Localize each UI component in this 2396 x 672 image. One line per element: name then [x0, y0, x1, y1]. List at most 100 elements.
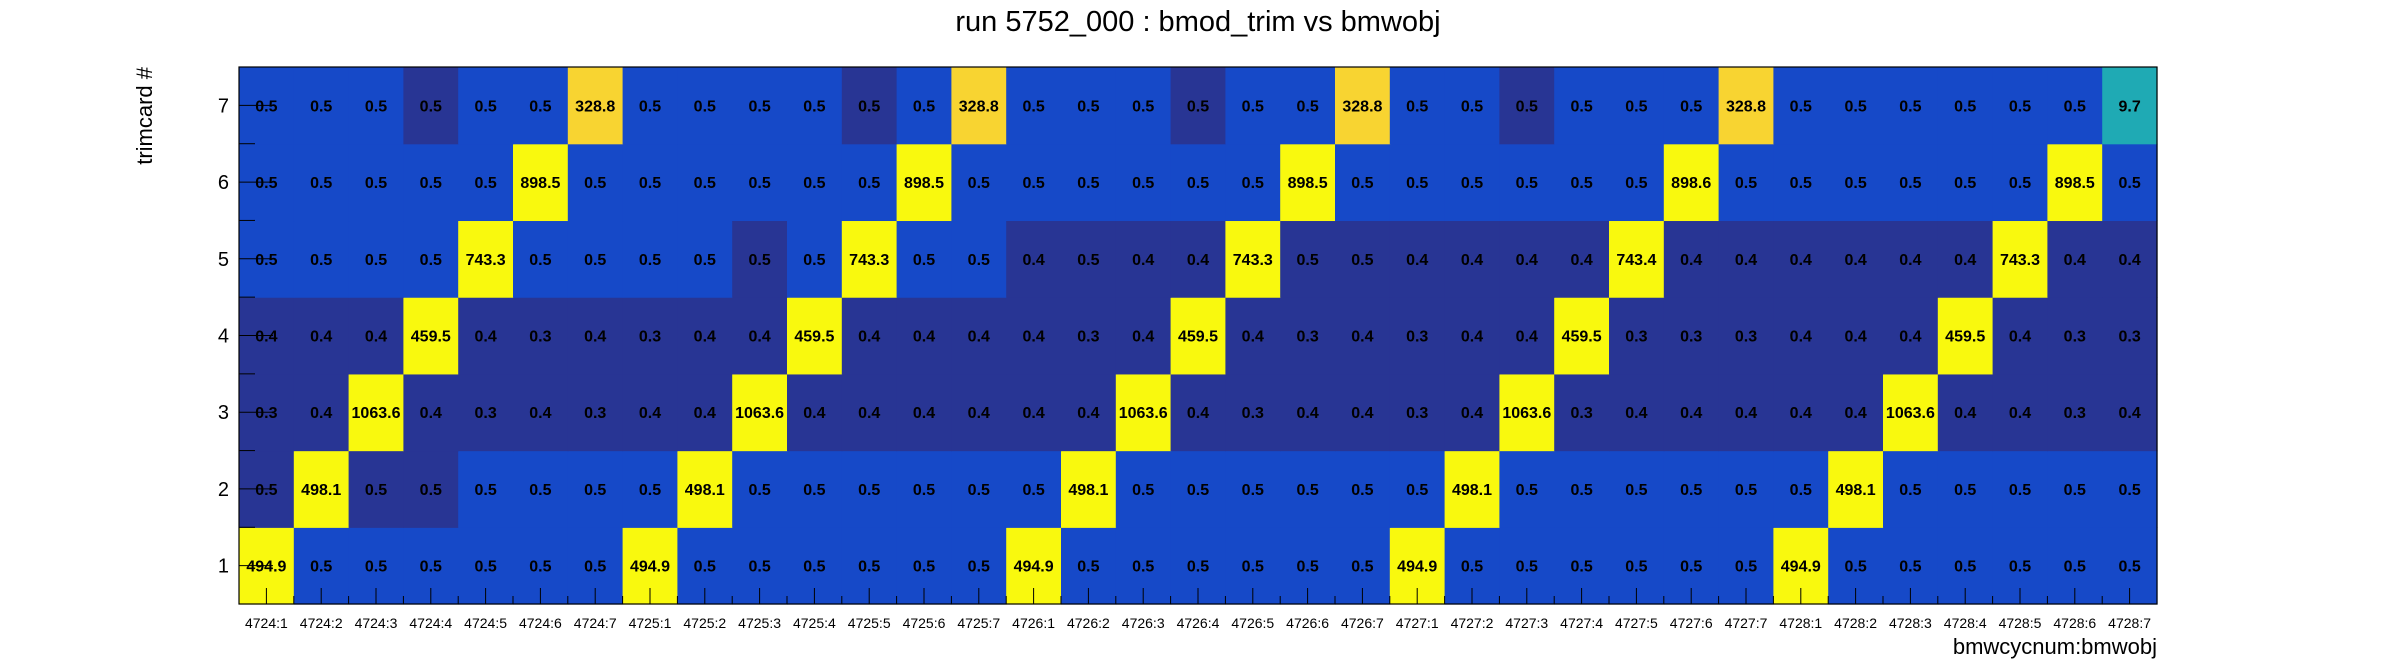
cell-value-label: 0.5	[1680, 559, 1702, 576]
x-tick-label: 4724:5	[464, 615, 507, 631]
heatmap-cell	[1389, 450, 1446, 528]
heatmap-cell	[1335, 297, 1391, 375]
cell-value-label: 0.5	[1570, 482, 1592, 499]
cell-value-label: 0.5	[1351, 482, 1373, 499]
cell-value-label: 0.4	[1680, 252, 1702, 269]
cell-value-label: 0.5	[1954, 98, 1976, 115]
cell-value-label: 0.5	[1899, 482, 1921, 499]
heatmap-cell	[403, 67, 459, 145]
heatmap-cell	[1115, 373, 1172, 452]
heatmap-cell	[732, 143, 788, 222]
heatmap-cell	[1883, 450, 1939, 528]
cell-value-label: 0.5	[1790, 482, 1812, 499]
cell-value-label: 0.5	[639, 98, 661, 115]
cell-value-label: 0.4	[310, 329, 332, 346]
cell-value-label: 0.5	[968, 175, 990, 192]
cell-value-label: 0.3	[1406, 329, 1428, 346]
cell-value-label: 498.1	[301, 482, 341, 499]
cell-value-label: 0.3	[1570, 405, 1592, 422]
heatmap-cell	[1444, 220, 1500, 298]
cell-value-label: 0.5	[858, 98, 880, 115]
cell-value-label: 0.4	[1187, 252, 1209, 269]
x-axis-title: bmwcycnum:bmwobj	[1953, 634, 2157, 659]
heatmap-cell	[1280, 220, 1336, 298]
cell-value-label: 0.4	[1570, 252, 1592, 269]
cell-value-label: 0.4	[1790, 329, 1812, 346]
cell-value-label: 0.5	[1022, 175, 1044, 192]
heatmap-cell	[1773, 450, 1829, 528]
cell-value-label: 743.3	[2000, 252, 2040, 269]
cell-value-label: 0.4	[1461, 329, 1483, 346]
heatmap-cell	[2102, 450, 2158, 528]
heatmap-cell	[1389, 67, 1446, 145]
heatmap-cell	[2047, 373, 2103, 452]
cell-value-label: 0.5	[1625, 482, 1647, 499]
heatmap-cell	[951, 143, 1007, 222]
cell-value-label: 0.5	[1022, 482, 1044, 499]
cell-value-label: 0.5	[639, 482, 661, 499]
x-tick-label: 4728:6	[2053, 615, 2096, 631]
x-tick-label: 4726:1	[1012, 615, 1055, 631]
cell-value-label: 0.4	[310, 405, 332, 422]
cell-value-label: 0.5	[1077, 98, 1099, 115]
y-tick-label: 2	[218, 479, 229, 501]
cell-value-label: 0.4	[529, 405, 551, 422]
heatmap-cell	[1335, 373, 1391, 452]
x-tick-label: 4728:4	[1944, 615, 1987, 631]
heatmap-cell	[1828, 220, 1884, 298]
x-tick-label: 4728:7	[2108, 615, 2151, 631]
heatmap-cell	[348, 450, 404, 528]
cell-value-label: 0.4	[1844, 252, 1866, 269]
heatmap-cell	[403, 220, 459, 298]
cell-value-label: 0.4	[1242, 329, 1264, 346]
x-tick-label: 4724:1	[245, 615, 288, 631]
cell-value-label: 0.5	[255, 252, 277, 269]
cell-value-label: 459.5	[1178, 329, 1218, 346]
heatmap-cell	[732, 450, 788, 528]
heatmap-cell	[1170, 220, 1226, 298]
heatmap-cell	[677, 297, 733, 375]
heatmap-cell	[1115, 450, 1172, 528]
cell-value-label: 1063.6	[1119, 405, 1168, 422]
heatmap-cell	[1554, 67, 1610, 145]
cell-value-label: 0.5	[1790, 175, 1812, 192]
heatmap-cell	[1883, 373, 1939, 452]
cell-value-label: 0.5	[1625, 559, 1647, 576]
heatmap-cell	[1006, 143, 1062, 222]
cell-value-label: 0.5	[365, 559, 387, 576]
heatmap-cell	[1061, 143, 1117, 222]
cell-value-label: 0.4	[474, 329, 496, 346]
heatmap-cell	[1663, 373, 1720, 452]
cell-value-label: 0.5	[1351, 559, 1373, 576]
heatmap-cell	[896, 450, 952, 528]
x-tick-label: 4728:2	[1834, 615, 1877, 631]
cell-value-label: 0.5	[474, 175, 496, 192]
heatmap-cell	[1609, 373, 1665, 452]
heatmap-cell	[1828, 297, 1884, 375]
cell-value-label: 0.4	[1351, 405, 1373, 422]
cell-value-label: 0.4	[2009, 405, 2031, 422]
cell-value-label: 0.5	[968, 252, 990, 269]
x-tick-label: 4724:6	[519, 615, 562, 631]
heatmap-cell	[1828, 143, 1884, 222]
cell-value-label: 0.5	[1406, 175, 1428, 192]
x-tick-label: 4724:2	[300, 615, 343, 631]
cell-value-label: 0.5	[1351, 175, 1373, 192]
cell-value-label: 0.4	[694, 329, 716, 346]
cell-value-label: 0.5	[913, 559, 935, 576]
cell-value-label: 0.5	[1296, 98, 1318, 115]
cell-value-label: 0.5	[1132, 559, 1154, 576]
cell-value-label: 0.5	[1461, 175, 1483, 192]
heatmap-cell	[1225, 220, 1281, 298]
heatmap-cell	[513, 373, 569, 452]
cell-value-label: 0.5	[255, 98, 277, 115]
cell-value-label: 0.4	[1735, 405, 1757, 422]
x-tick-label: 4726:7	[1341, 615, 1384, 631]
x-tick-label: 4724:4	[409, 615, 452, 631]
heatmap-cell	[951, 220, 1007, 298]
cell-value-label: 743.3	[1233, 252, 1273, 269]
cell-value-label: 0.5	[1790, 98, 1812, 115]
cell-value-label: 898.5	[520, 175, 560, 192]
cell-value-label: 0.4	[2118, 405, 2140, 422]
cell-value-label: 0.5	[2009, 482, 2031, 499]
